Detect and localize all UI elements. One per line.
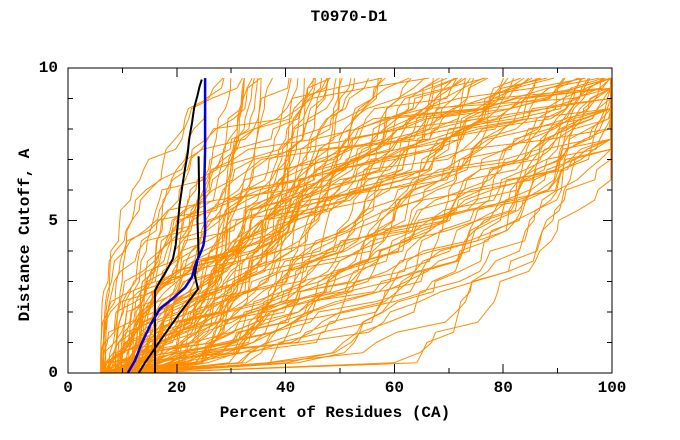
model-curve xyxy=(114,77,224,373)
model-curve xyxy=(144,78,323,374)
model-curve xyxy=(128,77,316,374)
model-curve xyxy=(128,78,612,373)
ensemble-curves xyxy=(100,77,612,374)
model-curve xyxy=(115,77,430,373)
model-curve xyxy=(100,77,533,374)
model-curve xyxy=(102,77,611,374)
chart-title: T0970-D1 xyxy=(310,8,388,26)
model-curve xyxy=(108,77,612,374)
model-curve xyxy=(103,77,466,374)
highlighted-model-blue xyxy=(126,78,207,374)
x-tick-label: 20 xyxy=(167,379,187,397)
model-curve xyxy=(101,78,612,374)
x-tick-label: 60 xyxy=(384,379,404,397)
model-curve xyxy=(103,77,612,373)
model-curve xyxy=(114,78,259,374)
model-curve xyxy=(145,78,314,374)
model-curve xyxy=(119,77,578,374)
model-curve xyxy=(108,78,434,374)
model-curve xyxy=(100,77,530,373)
model-curve xyxy=(128,78,612,374)
model-curve xyxy=(123,78,290,374)
model-curve xyxy=(123,78,379,374)
model-curve xyxy=(138,77,369,374)
y-tick-label: 10 xyxy=(38,59,58,77)
model-curve xyxy=(124,78,612,374)
model-curve xyxy=(112,77,253,374)
highlighted-model-black-2 xyxy=(137,156,201,374)
model-curve xyxy=(130,77,458,374)
model-curve xyxy=(130,78,612,374)
model-curve xyxy=(121,77,225,374)
model-curve xyxy=(102,77,547,374)
model-curve xyxy=(105,77,440,374)
model-curve xyxy=(108,78,612,374)
model-curve xyxy=(146,78,612,374)
model-curve xyxy=(136,78,602,374)
x-tick-label: 100 xyxy=(597,379,627,397)
model-curve xyxy=(114,77,489,374)
model-curve xyxy=(104,78,612,374)
x-tick-label: 80 xyxy=(493,379,513,397)
model-curve xyxy=(135,77,589,374)
highlighted-model-black-1 xyxy=(154,79,203,373)
model-curve xyxy=(105,77,243,373)
model-curve xyxy=(112,78,356,374)
x-axis-title: Percent of Residues (CA) xyxy=(219,404,451,422)
model-curve xyxy=(101,77,474,374)
model-curve xyxy=(107,77,514,374)
model-curve xyxy=(140,78,305,374)
y-tick-label: 5 xyxy=(48,211,58,230)
model-curve xyxy=(129,77,383,374)
model-curve xyxy=(131,77,352,374)
x-tick-label: 40 xyxy=(275,379,296,397)
model-curve xyxy=(128,77,255,374)
model-curve xyxy=(132,78,612,373)
y-tick-label: 0 xyxy=(48,364,58,382)
model-curve xyxy=(138,78,612,374)
model-curve xyxy=(101,77,484,374)
model-curve xyxy=(135,77,591,374)
model-curve xyxy=(104,77,410,373)
model-curve xyxy=(126,78,245,374)
model-curve xyxy=(140,78,316,374)
model-curve xyxy=(147,77,565,374)
model-curve xyxy=(126,78,612,374)
model-curve xyxy=(134,77,448,374)
model-curve xyxy=(122,77,604,374)
x-tick-label: 0 xyxy=(63,379,73,397)
model-curve xyxy=(119,77,581,374)
model-curve xyxy=(134,78,612,374)
model-curve xyxy=(116,78,329,374)
model-curve xyxy=(116,78,612,374)
model-curve xyxy=(127,77,343,374)
model-curve xyxy=(100,77,455,374)
model-curve xyxy=(100,78,612,374)
model-curve xyxy=(109,77,566,374)
model-curve xyxy=(109,77,412,374)
model-curve xyxy=(103,78,245,374)
